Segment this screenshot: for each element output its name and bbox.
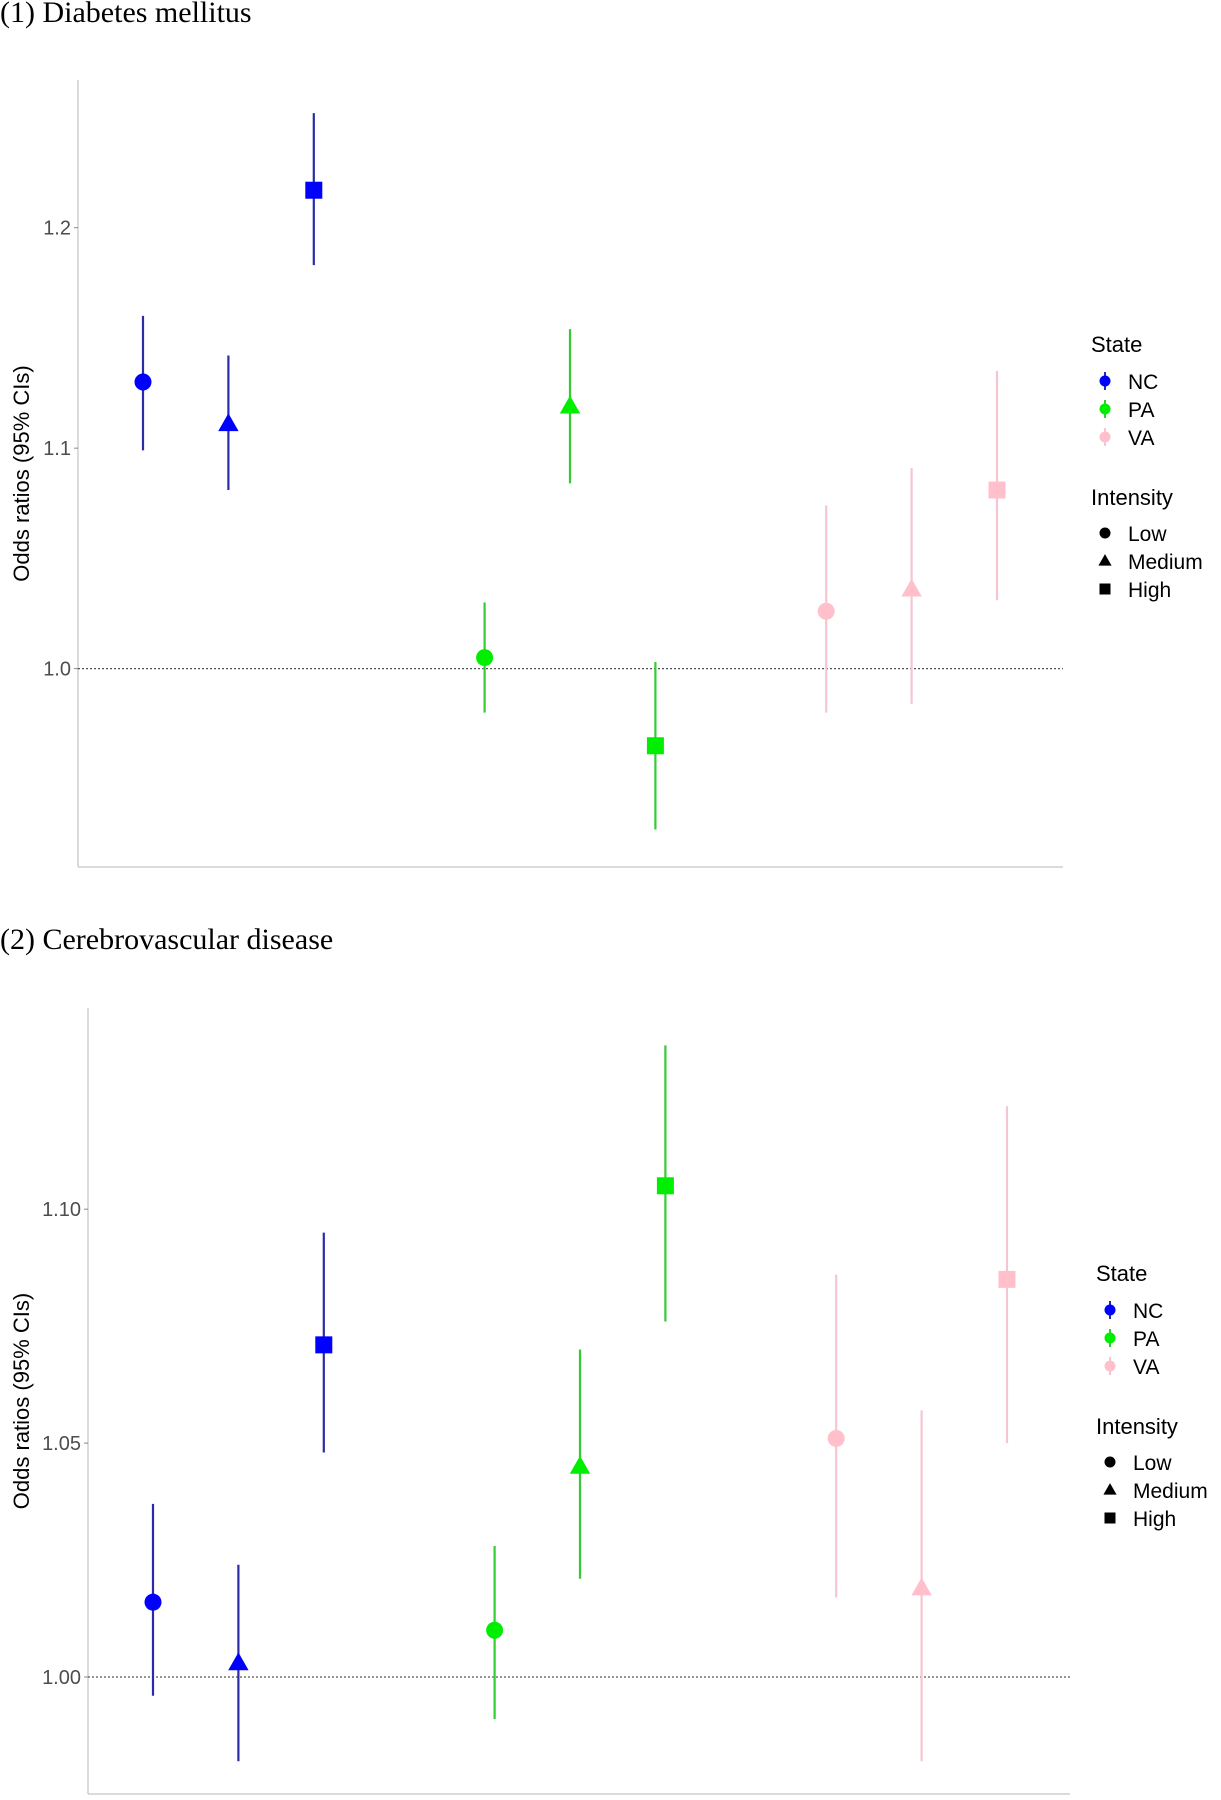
data-marker [144, 1593, 162, 1611]
legend-key-marker [1104, 1360, 1116, 1372]
point-pa-high [646, 661, 664, 830]
legend-state-title: State [1091, 332, 1142, 357]
point-va-high [988, 370, 1006, 601]
data-marker [305, 181, 323, 199]
legend-key-shape [1099, 527, 1111, 539]
point-nc-high [315, 1232, 333, 1453]
legend-item-nc: NC [1133, 1300, 1163, 1323]
legend-key-shape [1104, 1512, 1116, 1524]
data-marker [476, 649, 494, 667]
chart-1: 1.0 1.1 1.2 Odds ratios (95% CIs) State NC PA V… [9, 80, 1203, 868]
y-tick-label: 1.00 [42, 1667, 81, 1689]
data-marker [656, 1177, 674, 1195]
point-nc-low [134, 315, 152, 451]
point-pa-medium [569, 1349, 591, 1579]
legend-key-marker [1104, 1304, 1116, 1316]
chart-1-title: (1) Diabetes mellitus [0, 0, 252, 29]
data-marker [315, 1336, 333, 1354]
y-tick-label: 1.0 [43, 659, 71, 681]
data-marker [827, 1429, 845, 1447]
point-va-medium [911, 1410, 932, 1762]
point-nc-high [305, 113, 323, 266]
data-marker [228, 1652, 249, 1671]
point-va-low [817, 505, 835, 713]
point-nc-low [144, 1503, 162, 1696]
point-va-high [998, 1106, 1016, 1444]
legend-item-medium: Medium [1133, 1480, 1208, 1503]
data-marker [218, 413, 239, 432]
legend-item-high: High [1128, 579, 1171, 602]
legend-state-title: State [1096, 1261, 1147, 1286]
point-pa-high [656, 1045, 674, 1322]
legend-item-va: VA [1133, 1356, 1159, 1379]
data-marker [911, 1577, 932, 1596]
data-marker [817, 602, 835, 620]
data-marker [569, 1455, 591, 1474]
data-marker [988, 481, 1006, 499]
legend-item-high: High [1133, 1508, 1176, 1531]
point-nc-medium [218, 355, 239, 491]
legend-key-marker [1099, 403, 1111, 415]
legend-item-low: Low [1128, 523, 1167, 546]
y-tick-label: 1.10 [42, 1199, 81, 1221]
y-tick-label: 1.2 [43, 218, 71, 240]
legend-item-va: VA [1128, 427, 1154, 450]
legend-item-pa: PA [1133, 1328, 1159, 1351]
legend-key-marker [1099, 375, 1111, 387]
legend-item-pa: PA [1128, 399, 1154, 422]
data-marker [901, 578, 922, 597]
legend-key-marker [1099, 431, 1111, 443]
legend-key-shape [1098, 554, 1112, 566]
data-marker [486, 1621, 504, 1639]
point-pa-low [486, 1546, 504, 1720]
chart-2-title: (2) Cerebrovascular disease [0, 923, 334, 956]
point-va-medium [901, 467, 922, 704]
legend-item-nc: NC [1128, 371, 1158, 394]
legend: State NC PA VA Intensity Low Medium High [1091, 332, 1203, 602]
legend: State NC PA VA Intensity Low Medium High [1096, 1261, 1208, 1531]
y-axis-label: Odds ratios (95% CIs) [9, 1293, 34, 1509]
legend-key-marker [1104, 1332, 1116, 1344]
point-nc-medium [228, 1564, 249, 1762]
point-pa-low [476, 602, 494, 713]
legend-intensity-title: Intensity [1096, 1414, 1178, 1439]
data-marker [998, 1270, 1016, 1288]
data-marker [134, 373, 152, 391]
legend-key-shape [1104, 1456, 1116, 1468]
data-marker [646, 737, 664, 755]
y-tick-label: 1.1 [43, 438, 71, 460]
y-axis-label: Odds ratios (95% CIs) [9, 365, 34, 581]
legend-item-low: Low [1133, 1452, 1172, 1475]
point-va-low [827, 1274, 845, 1598]
data-marker [559, 395, 581, 414]
legend-item-medium: Medium [1128, 551, 1203, 574]
legend-intensity-title: Intensity [1091, 485, 1173, 510]
legend-key-shape [1099, 583, 1111, 595]
chart-2: 1.00 1.05 1.10 Odds ratios (95% CIs) State NC… [9, 1008, 1208, 1795]
point-pa-medium [559, 329, 581, 484]
legend-key-shape [1103, 1483, 1117, 1495]
y-tick-label: 1.05 [42, 1433, 81, 1455]
